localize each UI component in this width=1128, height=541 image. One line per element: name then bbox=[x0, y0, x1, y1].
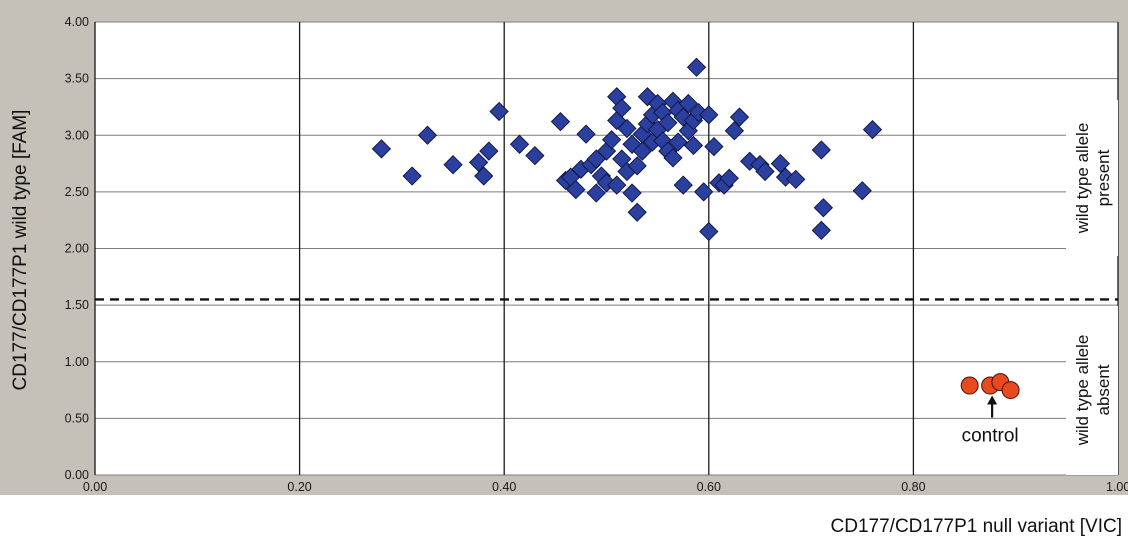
band-label-1: wild type allele absent bbox=[1073, 335, 1113, 447]
point-present-32 bbox=[627, 202, 647, 222]
point-present-56 bbox=[686, 57, 707, 77]
band-labels: wild type allele present wild type allele a… bbox=[1066, 100, 1118, 475]
point-present-5 bbox=[479, 141, 499, 161]
point-present-24 bbox=[607, 175, 627, 195]
point-present-69 bbox=[755, 161, 775, 182]
x-tick-label-1: 0.20 bbox=[287, 480, 311, 494]
point-present-77 bbox=[862, 119, 883, 140]
point-present-74 bbox=[813, 198, 834, 218]
point-present-73 bbox=[811, 140, 831, 160]
y-tick-label-7: 3.50 bbox=[65, 72, 89, 86]
y-tick-label-0: 0.00 bbox=[65, 468, 89, 482]
point-present-13 bbox=[566, 179, 586, 200]
point-present-45 bbox=[658, 113, 678, 133]
point-present-51 bbox=[673, 175, 693, 195]
point-absent-0 bbox=[960, 376, 979, 395]
point-present-59 bbox=[699, 105, 719, 125]
point-present-61 bbox=[704, 136, 724, 157]
band-label-bg-1 bbox=[1066, 306, 1118, 475]
band-label-0: wild type allele present bbox=[1073, 123, 1113, 235]
point-present-54 bbox=[683, 135, 704, 156]
point-present-47 bbox=[663, 148, 683, 168]
point-present-22 bbox=[601, 130, 622, 150]
point-present-14 bbox=[576, 124, 596, 144]
point-present-29 bbox=[617, 118, 637, 139]
gridlines bbox=[94, 21, 1119, 476]
annotations: control bbox=[962, 395, 1019, 447]
point-present-70 bbox=[770, 153, 791, 174]
y-tick-label-3: 1.50 bbox=[65, 298, 89, 312]
point-present-75 bbox=[811, 220, 831, 241]
point-present-4 bbox=[468, 152, 489, 173]
x-axis-title: CD177/CD177P1 null variant [VIC] bbox=[831, 516, 1122, 537]
point-present-65 bbox=[724, 121, 745, 141]
point-present-8 bbox=[509, 134, 530, 154]
point-present-1 bbox=[402, 166, 422, 186]
point-present-10 bbox=[550, 112, 571, 132]
y-tick-label-1: 0.50 bbox=[65, 411, 89, 425]
point-present-17 bbox=[586, 183, 606, 203]
tick-labels: 0.00 0.50 1.00 1.50 2.00 2.50 3.00 3.50 4.00 0.00… bbox=[65, 15, 1128, 494]
point-present-60 bbox=[699, 221, 719, 242]
point-present-72 bbox=[786, 169, 806, 190]
data-points bbox=[371, 57, 1020, 400]
point-absent-3 bbox=[1001, 381, 1020, 400]
point-present-9 bbox=[525, 145, 545, 166]
y-tick-label-8: 4.00 bbox=[65, 15, 89, 29]
y-tick-label-2: 1.00 bbox=[65, 355, 89, 369]
y-axis-title: CD177/CD177P1 wild type [FAM] bbox=[10, 110, 31, 391]
x-tick-label-2: 0.40 bbox=[492, 480, 516, 494]
point-present-76 bbox=[852, 181, 872, 201]
x-tick-label-0: 0.00 bbox=[83, 480, 107, 494]
band-label-bg-0 bbox=[1066, 100, 1118, 256]
y-tick-label-4: 2.00 bbox=[65, 242, 89, 256]
point-present-6 bbox=[474, 166, 494, 186]
annotation-arrow-head-0 bbox=[987, 395, 998, 405]
point-present-0 bbox=[371, 139, 392, 159]
x-tick-label-3: 0.60 bbox=[697, 480, 721, 494]
y-tick-label-6: 3.00 bbox=[65, 128, 89, 142]
point-present-3 bbox=[443, 155, 463, 175]
point-present-35 bbox=[632, 141, 652, 161]
annotation-control: control bbox=[962, 426, 1019, 447]
point-present-52 bbox=[678, 93, 698, 114]
point-present-7 bbox=[489, 101, 509, 122]
x-tick-label-5: 1.00 bbox=[1106, 480, 1128, 494]
y-tick-label-5: 2.50 bbox=[65, 185, 89, 199]
point-present-30 bbox=[622, 183, 642, 203]
point-present-2 bbox=[417, 125, 438, 145]
point-present-64 bbox=[719, 168, 739, 188]
point-present-33 bbox=[627, 156, 647, 176]
point-present-49 bbox=[668, 132, 688, 152]
point-present-66 bbox=[729, 107, 750, 127]
point-present-58 bbox=[694, 182, 714, 202]
point-present-26 bbox=[612, 98, 632, 118]
x-tick-label-4: 0.80 bbox=[901, 480, 925, 494]
